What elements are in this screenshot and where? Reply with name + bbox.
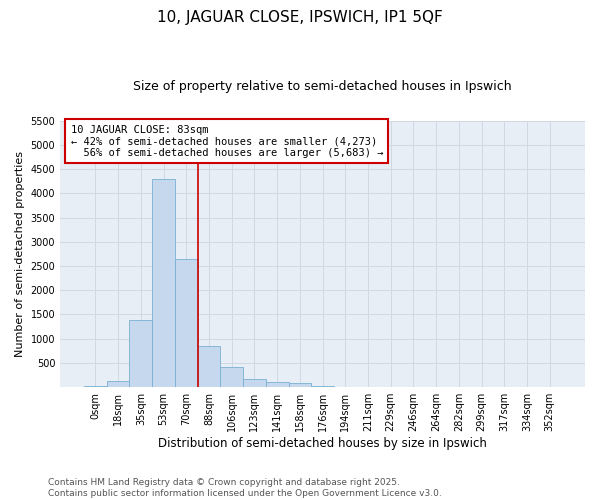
Title: Size of property relative to semi-detached houses in Ipswich: Size of property relative to semi-detach… [133, 80, 512, 93]
Bar [107, 381, 130, 387]
Bar [266, 382, 289, 387]
Bar [175, 258, 197, 387]
Bar [197, 346, 220, 387]
Y-axis label: Number of semi-detached properties: Number of semi-detached properties [15, 151, 25, 357]
Bar [130, 320, 152, 387]
Bar [152, 178, 175, 387]
Text: 10, JAGUAR CLOSE, IPSWICH, IP1 5QF: 10, JAGUAR CLOSE, IPSWICH, IP1 5QF [157, 10, 443, 25]
Bar [311, 386, 334, 387]
Text: Contains HM Land Registry data © Crown copyright and database right 2025.
Contai: Contains HM Land Registry data © Crown c… [48, 478, 442, 498]
Bar [220, 367, 243, 387]
X-axis label: Distribution of semi-detached houses by size in Ipswich: Distribution of semi-detached houses by … [158, 437, 487, 450]
Bar [243, 379, 266, 387]
Text: 10 JAGUAR CLOSE: 83sqm
← 42% of semi-detached houses are smaller (4,273)
  56% o: 10 JAGUAR CLOSE: 83sqm ← 42% of semi-det… [71, 124, 383, 158]
Bar [289, 384, 311, 387]
Bar [84, 386, 107, 387]
